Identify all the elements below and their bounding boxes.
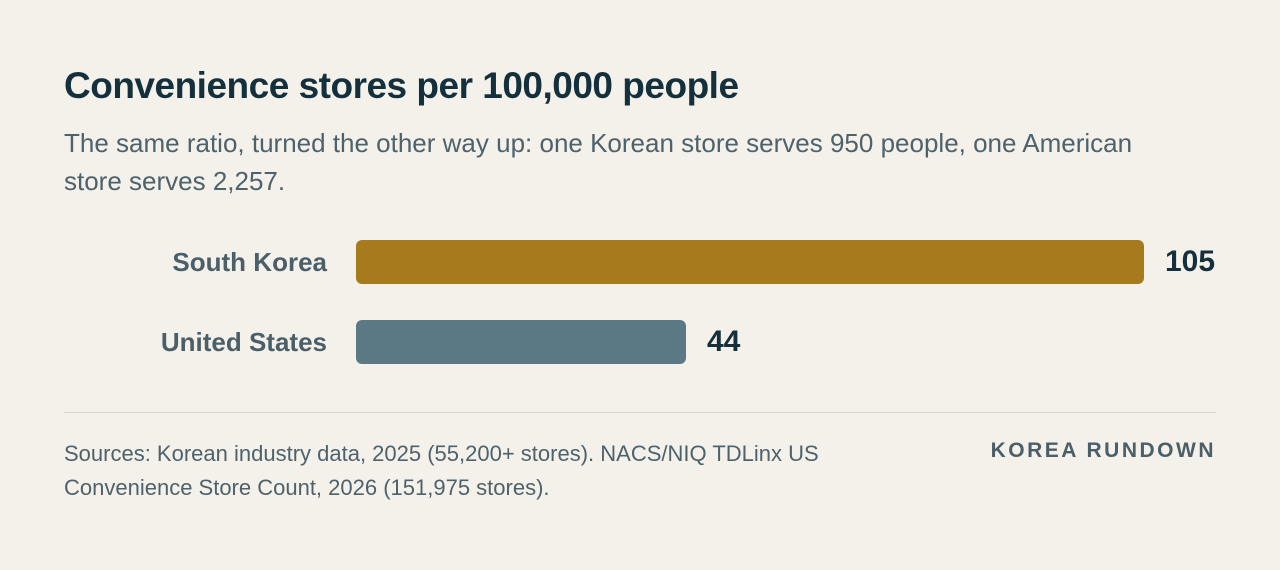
bar — [356, 240, 1144, 284]
footer-divider — [64, 412, 1216, 413]
bar-row: United States 44 — [64, 320, 1216, 364]
bar-chart: South Korea 105 United States 44 — [64, 240, 1216, 400]
source-note: Sources: Korean industry data, 2025 (55,… — [64, 441, 819, 500]
category-label: South Korea — [172, 247, 327, 277]
chart-subtitle: The same ratio, turned the other way up:… — [64, 128, 1133, 196]
bar — [356, 320, 686, 364]
footer: Sources: Korean industry data, 2025 (55,… — [64, 437, 1216, 505]
brand-wordmark: KOREA RUNDOWN — [990, 439, 1216, 462]
chart-title: Convenience stores per 100,000 people — [64, 65, 739, 106]
category-label: United States — [160, 327, 327, 357]
data-label: 105 — [1165, 245, 1216, 278]
bar-row: South Korea 105 — [64, 240, 1216, 284]
data-label: 44 — [707, 325, 741, 358]
